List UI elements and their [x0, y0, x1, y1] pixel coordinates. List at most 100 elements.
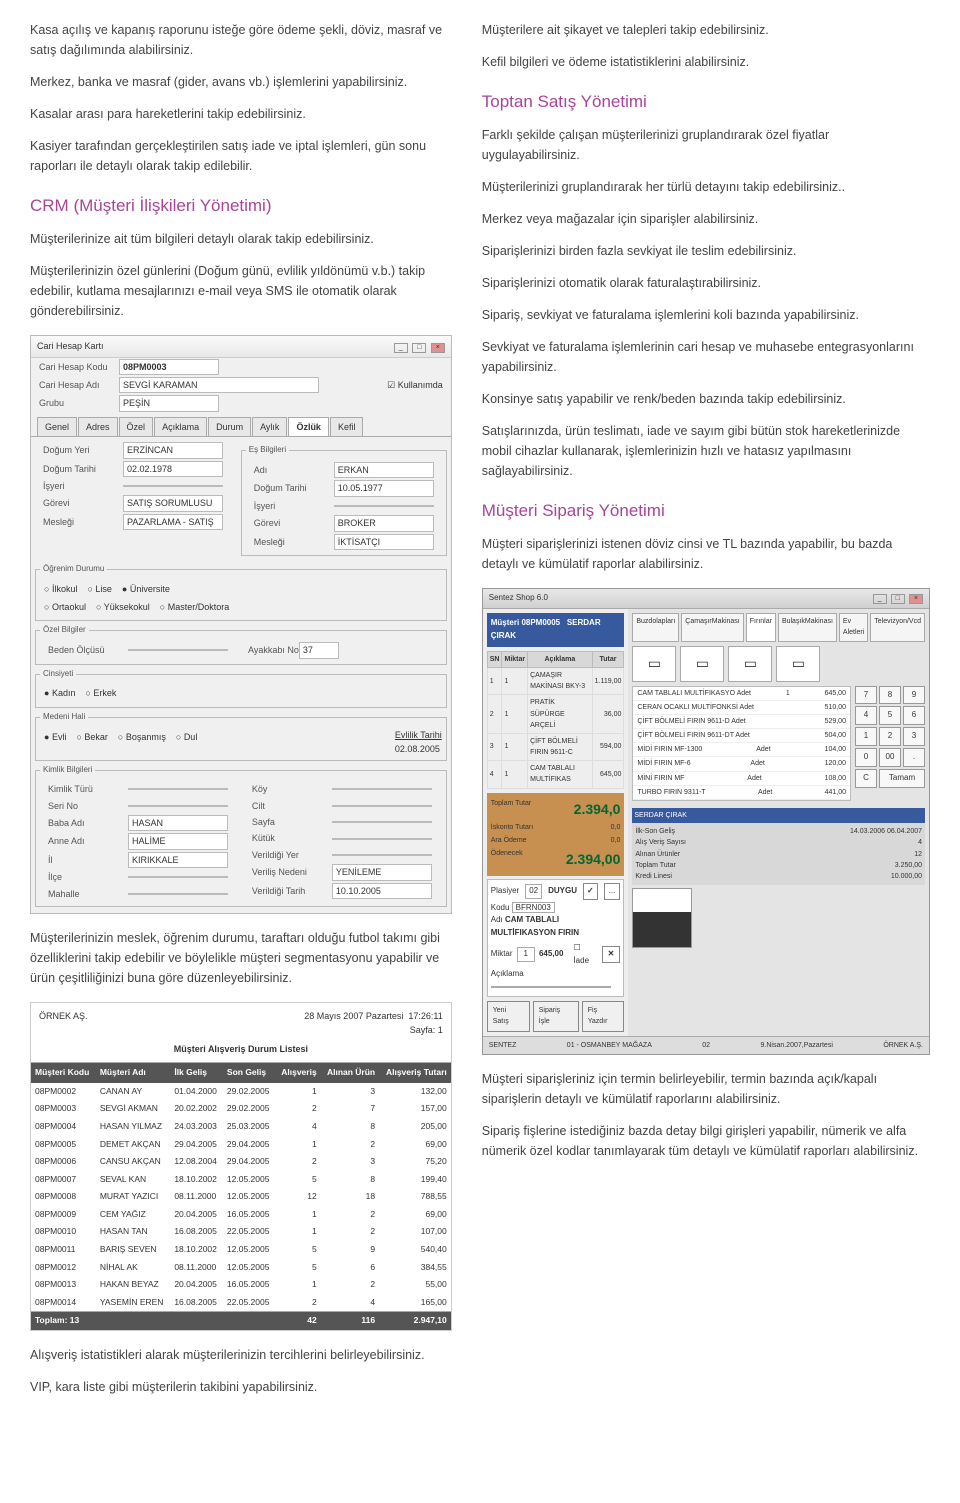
product-thumb[interactable]: ▭ — [728, 646, 772, 682]
pos-button[interactable]: Sipariş İşle — [533, 1001, 579, 1031]
more-button[interactable]: ... — [604, 883, 621, 900]
field-value[interactable] — [334, 505, 434, 507]
radio-option[interactable]: Yüksekokul — [96, 600, 150, 614]
minimize-icon[interactable]: _ — [394, 343, 408, 353]
close-icon[interactable]: ✕ — [602, 946, 621, 963]
keypad-key[interactable]: 8 — [879, 686, 901, 705]
radio-option[interactable]: Lise — [87, 582, 111, 596]
field-value[interactable] — [332, 821, 432, 823]
tab[interactable]: Aylık — [252, 417, 287, 436]
field-value[interactable] — [128, 805, 228, 807]
keypad-key[interactable]: 2 — [879, 727, 901, 746]
keypad-key[interactable]: 4 — [855, 706, 877, 725]
keypad-key[interactable]: Tamam — [879, 769, 925, 788]
field-value[interactable]: 08PM0003 — [119, 359, 219, 375]
field-value[interactable]: İKTİSATÇI — [334, 534, 434, 550]
field-value[interactable] — [332, 788, 432, 790]
keypad-key[interactable]: 9 — [903, 686, 925, 705]
field-value[interactable]: HALİME — [128, 833, 228, 849]
list-item[interactable]: 31ÇİFT BÖLMELİ FIRIN 9611-C594,00 — [487, 733, 624, 760]
category-tab[interactable]: Televizyon/Vcd — [870, 613, 925, 641]
check-icon[interactable]: ✓ — [583, 883, 598, 900]
list-item[interactable]: 21PRATİK SÜPÜRGE ARÇELİ36,00 — [487, 695, 624, 734]
field-value[interactable]: 10.05.1977 — [334, 480, 434, 496]
field-value[interactable] — [128, 649, 228, 651]
list-item[interactable]: 41CAM TABLALI MULTİFIKAS645,00 — [487, 761, 624, 788]
field-value[interactable] — [128, 893, 228, 895]
field-value[interactable] — [123, 485, 223, 487]
keypad-key[interactable]: C — [855, 769, 877, 788]
list-item[interactable]: 11ÇAMAŞIR MAKİNASI BKY-31.119,00 — [487, 667, 624, 694]
list-item[interactable]: CAM TABLALI MULTİFIKASYO Adet1645,00 — [633, 687, 850, 701]
list-item[interactable]: TURBO FIRIN 9311-TAdet441,00 — [633, 786, 850, 800]
radio-option[interactable]: Üniversite — [122, 582, 170, 596]
body-text: Sevkiyat ve faturalama işlemlerinin cari… — [482, 337, 930, 377]
field-value[interactable]: 37 — [299, 642, 339, 658]
field-value[interactable]: PEŞİN — [119, 395, 219, 411]
close-icon[interactable]: × — [431, 343, 445, 353]
list-item[interactable]: ÇİFT BÖLMELİ FIRIN 9611-DT Adet504,00 — [633, 729, 850, 743]
field-value[interactable]: HASAN — [128, 815, 228, 831]
keypad-key[interactable]: 0 — [855, 748, 877, 767]
field-value[interactable] — [332, 805, 432, 807]
keypad-key[interactable]: 7 — [855, 686, 877, 705]
field-value[interactable]: ERZİNCAN — [123, 442, 223, 458]
minimize-icon[interactable]: _ — [873, 594, 887, 604]
field-value[interactable]: KIRIKKALE — [128, 852, 228, 868]
product-thumb[interactable]: ▭ — [632, 646, 676, 682]
list-item[interactable]: MİDİ FIRIN MF-1300Adet104,00 — [633, 743, 850, 757]
radio-option[interactable]: Dul — [176, 730, 197, 755]
field-value[interactable] — [332, 838, 432, 840]
radio-option[interactable]: Evli — [44, 730, 66, 755]
product-thumb[interactable]: ▭ — [680, 646, 724, 682]
list-item[interactable]: ÇİFT BÖLMELİ FIRIN 9611-D Adet529,00 — [633, 715, 850, 729]
field-value[interactable]: SEVGİ KARAMAN — [119, 377, 319, 393]
field-value[interactable]: 02.08.2005 — [395, 744, 440, 754]
field-value[interactable] — [128, 876, 228, 878]
radio-option[interactable]: Kadın — [44, 686, 75, 700]
maximize-icon[interactable]: □ — [891, 594, 905, 604]
radio-option[interactable]: Boşanmış — [118, 730, 166, 755]
pos-button[interactable]: Yeni Satış — [487, 1001, 530, 1031]
list-item[interactable]: MİNİ FIRIN MFAdet108,00 — [633, 772, 850, 786]
field-value[interactable] — [128, 788, 228, 790]
keypad-key[interactable]: . — [903, 748, 925, 767]
field-value[interactable]: PAZARLAMA - SATIŞ — [123, 514, 223, 530]
tab[interactable]: Özel — [119, 417, 154, 436]
category-tab[interactable]: Ev Aletleri — [839, 613, 868, 641]
tab[interactable]: Durum — [208, 417, 251, 436]
field-value[interactable]: ERKAN — [334, 462, 434, 478]
category-tab[interactable]: ÇamaşırMakinası — [681, 613, 743, 641]
tab[interactable]: Kefil — [330, 417, 364, 436]
radio-option[interactable]: Erkek — [85, 686, 116, 700]
tab[interactable]: Adres — [78, 417, 118, 436]
product-thumb[interactable]: ▭ — [776, 646, 820, 682]
category-tab[interactable]: Buzdolapları — [632, 613, 679, 641]
radio-option[interactable]: Ortaokul — [44, 600, 86, 614]
field-value[interactable]: 10.10.2005 — [332, 883, 432, 899]
tab[interactable]: Genel — [37, 417, 77, 436]
category-tab[interactable]: Fırınlar — [746, 613, 776, 641]
radio-option[interactable]: Master/Doktora — [160, 600, 229, 614]
pos-button[interactable]: Fiş Yazdır — [582, 1001, 625, 1031]
radio-option[interactable]: Bekar — [76, 730, 107, 755]
radio-option[interactable]: İlkokul — [44, 582, 77, 596]
tab-active[interactable]: Özlük — [288, 417, 329, 436]
field-value[interactable]: YENİLEME — [332, 864, 432, 880]
checkbox-kullanimda[interactable]: ☑ Kullanımda — [387, 378, 443, 392]
list-item[interactable]: MİDİ FIRIN MF-6Adet120,00 — [633, 757, 850, 771]
keypad-key[interactable]: 6 — [903, 706, 925, 725]
category-tab[interactable]: BulaşıkMakinası — [778, 613, 837, 641]
list-item[interactable]: CERAN OCAKLI MULTİFONKSİ Adet510,00 — [633, 701, 850, 715]
keypad-key[interactable]: 00 — [879, 748, 901, 767]
field-value[interactable]: BROKER — [334, 515, 434, 531]
close-icon[interactable]: × — [909, 594, 923, 604]
field-value[interactable]: SATIŞ SORUMLUSU — [123, 495, 223, 511]
maximize-icon[interactable]: □ — [412, 343, 426, 353]
field-value[interactable]: 02.02.1978 — [123, 461, 223, 477]
keypad-key[interactable]: 3 — [903, 727, 925, 746]
field-value[interactable] — [332, 854, 432, 856]
keypad-key[interactable]: 5 — [879, 706, 901, 725]
tab[interactable]: Açıklama — [154, 417, 207, 436]
keypad-key[interactable]: 1 — [855, 727, 877, 746]
